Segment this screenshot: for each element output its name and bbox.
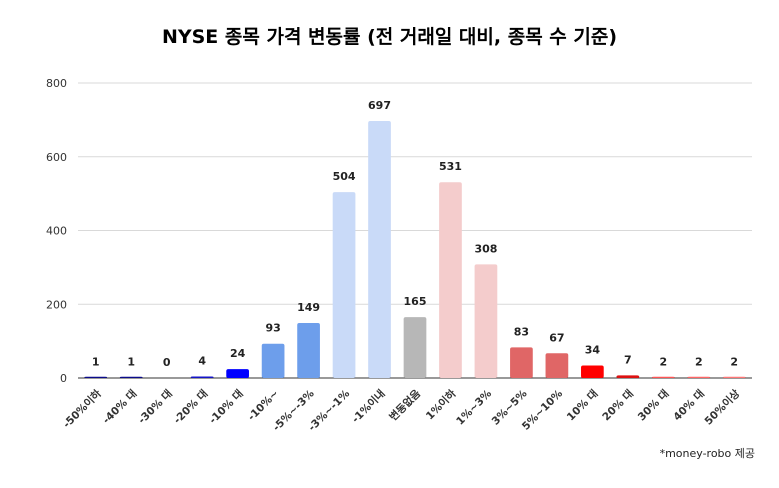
data-label: 0 bbox=[163, 356, 171, 369]
bar bbox=[545, 353, 569, 378]
data-label: 34 bbox=[585, 343, 601, 356]
bar bbox=[439, 182, 462, 378]
data-label: 93 bbox=[265, 322, 280, 335]
x-tick-label: -40% 대 bbox=[100, 387, 139, 426]
bar bbox=[332, 192, 356, 378]
data-label: 1 bbox=[92, 356, 100, 369]
x-tick-label: 10% 대 bbox=[564, 387, 600, 423]
bar bbox=[474, 264, 498, 378]
grid-lines bbox=[78, 82, 752, 379]
data-label: 67 bbox=[549, 331, 564, 344]
bar bbox=[722, 376, 746, 378]
bars bbox=[84, 120, 746, 378]
x-tick-label: 30% 대 bbox=[635, 387, 671, 423]
data-label: 83 bbox=[514, 325, 529, 338]
y-tick-label: 600 bbox=[46, 151, 67, 164]
data-label: 504 bbox=[333, 170, 356, 183]
data-label: 697 bbox=[368, 99, 391, 112]
x-tick-label: -10% 대 bbox=[206, 387, 245, 426]
y-tick-label: 200 bbox=[46, 298, 67, 311]
data-label: 2 bbox=[659, 355, 667, 368]
x-tick-label: 1%이하 bbox=[423, 387, 459, 423]
data-label: 7 bbox=[624, 353, 632, 366]
bar bbox=[687, 376, 711, 378]
x-axis-ticks: -50%이하-40% 대-30% 대-20% 대-10% 대 -10%~-5%~-… bbox=[60, 387, 742, 434]
x-tick-label: -20% 대 bbox=[171, 387, 210, 426]
data-label: 4 bbox=[198, 355, 206, 368]
bar bbox=[403, 317, 427, 378]
x-tick-label: -1%이내 bbox=[349, 387, 388, 426]
data-label: 2 bbox=[730, 355, 738, 368]
x-tick-label: 50%이상 bbox=[702, 387, 743, 428]
source-note: *money-robo 제공 bbox=[659, 447, 755, 460]
y-tick-label: 800 bbox=[46, 77, 67, 90]
bar bbox=[119, 376, 143, 378]
bar bbox=[581, 365, 604, 378]
data-label: 308 bbox=[474, 242, 497, 255]
bar bbox=[261, 343, 285, 378]
bar bbox=[368, 120, 391, 378]
data-label: 24 bbox=[230, 347, 246, 360]
bar bbox=[297, 323, 320, 378]
bar bbox=[84, 376, 108, 378]
x-tick-label: -30% 대 bbox=[135, 387, 174, 426]
data-label: 149 bbox=[297, 301, 320, 314]
bar bbox=[616, 375, 640, 378]
x-tick-label: -10%~ bbox=[246, 388, 282, 424]
y-tick-label: 400 bbox=[46, 225, 67, 238]
bar bbox=[190, 376, 214, 378]
data-labels: 1 1 0 4 24 93 149 504 697 165 531 308 83 67 34 7 2 2 2 bbox=[92, 99, 738, 369]
x-tick-label: 변동없음 bbox=[387, 387, 424, 424]
y-tick-label: 0 bbox=[60, 372, 67, 385]
x-tick-label: 40% 대 bbox=[671, 387, 707, 423]
bar bbox=[651, 376, 675, 378]
data-label: 531 bbox=[439, 160, 462, 173]
bar bbox=[226, 369, 249, 378]
chart-title: NYSE 종목 가격 변동률 (전 거래일 대비, 종목 수 기준) bbox=[161, 26, 618, 48]
x-tick-label: -50%이하 bbox=[60, 387, 104, 431]
data-label: 1 bbox=[127, 356, 135, 369]
x-tick-label: 20% 대 bbox=[600, 387, 636, 423]
data-label: 2 bbox=[695, 355, 703, 368]
data-label: 165 bbox=[404, 295, 427, 308]
y-axis-ticks: 0 200 400 600 800 bbox=[46, 77, 67, 385]
x-tick-label: 1%~3% bbox=[454, 387, 494, 427]
bar bbox=[510, 347, 533, 378]
